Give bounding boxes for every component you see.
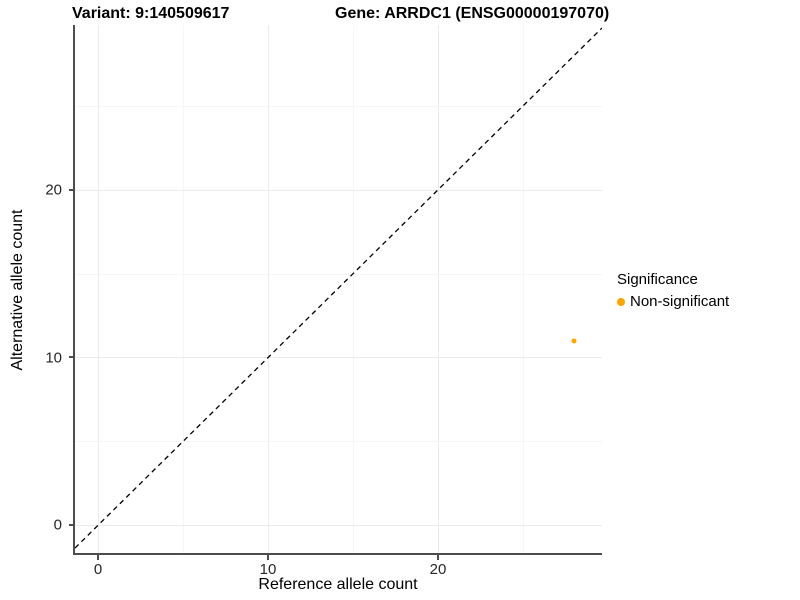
- gridline-x-20: [438, 25, 439, 553]
- gridline-x-0: [98, 25, 99, 553]
- gridline-y-0: [75, 525, 602, 526]
- plot-panel: [75, 25, 602, 553]
- legend: Significance Non-significant: [617, 271, 729, 310]
- y-axis-title: Alternative allele count: [9, 209, 26, 371]
- x-tick-label-10: 10: [259, 561, 277, 578]
- legend-item-non-significant: Non-significant: [617, 293, 729, 310]
- data-point: [571, 338, 577, 344]
- gridline-y-20: [75, 190, 602, 191]
- y-tick-label-20: 20: [45, 181, 62, 199]
- plot-title-variant: Variant: 9:140509617: [72, 5, 230, 22]
- x-tick-10: [267, 555, 269, 560]
- y-axis-line: [73, 25, 75, 555]
- gridline-y-25: [75, 106, 602, 107]
- gridline-y-5: [75, 441, 602, 442]
- x-tick-label-0: 0: [93, 561, 103, 578]
- x-tick-label-20: 20: [429, 561, 447, 578]
- x-axis-line: [73, 553, 602, 555]
- y-tick-0: [69, 524, 74, 526]
- legend-key-dot-icon: [617, 297, 625, 306]
- x-tick-20: [437, 555, 439, 560]
- gridline-x-25: [523, 25, 524, 553]
- gridline-y-15: [75, 274, 602, 275]
- legend-item-label: Non-significant: [630, 293, 730, 310]
- legend-title: Significance: [617, 271, 698, 288]
- y-tick-10: [69, 356, 74, 358]
- plot-title-gene: Gene: ARRDC1 (ENSG00000197070): [335, 5, 610, 22]
- x-axis-title: Reference allele count: [258, 576, 418, 593]
- y-tick-label-10: 10: [45, 349, 62, 367]
- identity-line: [75, 27, 602, 549]
- y-tick-label-0: 0: [53, 516, 62, 534]
- gridline-x-15: [353, 25, 354, 553]
- gridline-y-10: [75, 357, 602, 358]
- y-tick-20: [69, 189, 74, 191]
- x-tick-0: [97, 555, 99, 560]
- gridline-x-10: [268, 25, 269, 553]
- gridline-x-5: [183, 25, 184, 553]
